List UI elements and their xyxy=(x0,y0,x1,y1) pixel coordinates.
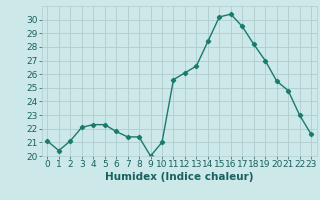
X-axis label: Humidex (Indice chaleur): Humidex (Indice chaleur) xyxy=(105,172,253,182)
